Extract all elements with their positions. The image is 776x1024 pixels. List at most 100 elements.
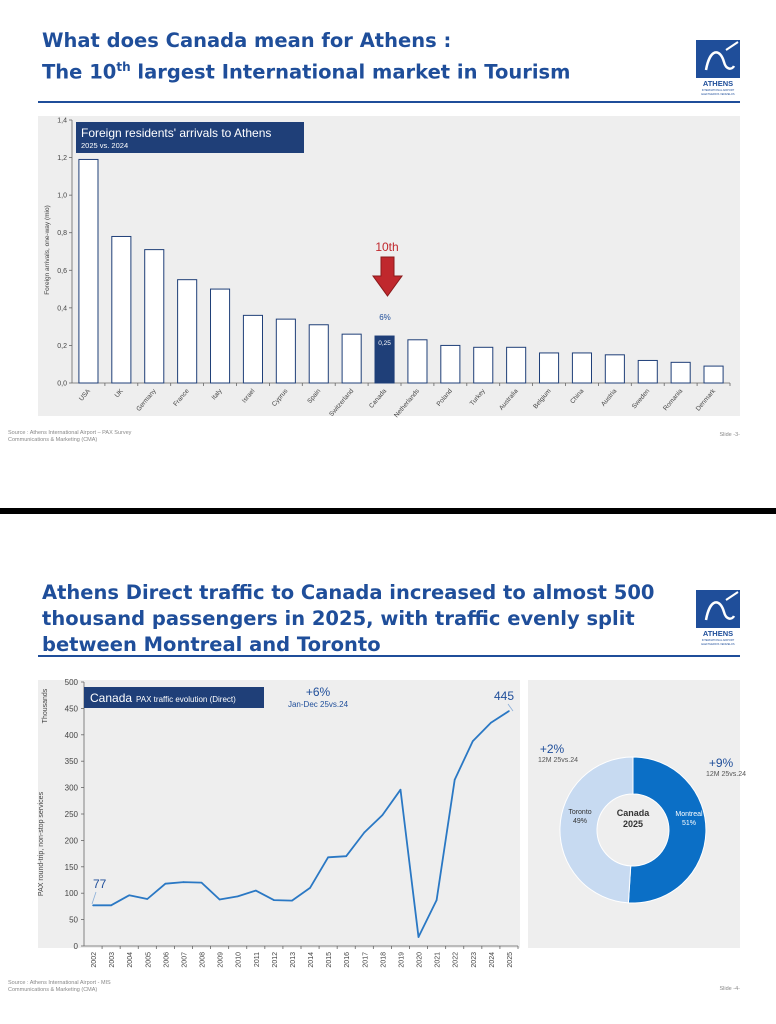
bar-category-label: Denmark bbox=[695, 387, 718, 412]
line-x-tick-label: 2013 bbox=[290, 952, 297, 968]
bar-y-tick-label: 0,6 bbox=[57, 268, 67, 275]
line-x-tick-label: 2009 bbox=[218, 952, 225, 968]
slide-4-title: Athens Direct traffic to Canada increase… bbox=[42, 580, 655, 658]
line-chart-units: Thousands bbox=[42, 688, 49, 723]
title-line-2: The 10th largest International market in… bbox=[42, 54, 570, 86]
source-line-1: Source : Athens International Airport – … bbox=[8, 430, 132, 436]
line-y-tick-label: 200 bbox=[65, 836, 79, 845]
line-point-2002 bbox=[92, 904, 94, 907]
title-line-2-a: The 10 bbox=[42, 60, 117, 84]
bar-belgium bbox=[539, 352, 560, 384]
line-x-tick-label: 2011 bbox=[254, 952, 261, 967]
line-point-2021 bbox=[435, 899, 438, 901]
line-point-2007 bbox=[182, 881, 185, 883]
bar-category-label: Israel bbox=[241, 387, 257, 404]
logo-tagline: ELEFTHERIOS VENIZELOS bbox=[701, 642, 735, 646]
bar-category-label: USA bbox=[78, 387, 92, 402]
bar-y-tick-label: 0,2 bbox=[57, 343, 67, 350]
line-chart-title-group: Canada PAX traffic evolution (Direct) bbox=[90, 691, 236, 705]
line-x-tick-label: 2019 bbox=[398, 952, 405, 968]
bar-category-label: Switzerland bbox=[328, 387, 355, 418]
line-point-2022 bbox=[453, 778, 456, 781]
logo-subtitle: INTERNATIONAL AIRPORT bbox=[702, 88, 735, 92]
bar-sweden bbox=[637, 359, 658, 384]
bar-germany bbox=[144, 249, 165, 384]
bar-category-label: China bbox=[569, 387, 586, 405]
athens-airport-logo: ATHENS INTERNATIONAL AIRPORT ELEFTHERIOS… bbox=[696, 40, 740, 96]
source-line-2: Communications & Marketing (CMA) bbox=[8, 987, 98, 993]
line-y-tick-label: 50 bbox=[69, 916, 78, 925]
logo-subtitle: INTERNATIONAL AIRPORT bbox=[702, 638, 735, 642]
line-point-2008 bbox=[200, 881, 203, 884]
growth-annotation: 6% bbox=[379, 313, 391, 322]
line-x-tick-label: 2012 bbox=[272, 952, 279, 968]
donut-slice-montreal bbox=[627, 756, 707, 904]
title-line-2-sup: th bbox=[116, 60, 131, 74]
bar-spain bbox=[308, 324, 329, 384]
donut-slice-toronto bbox=[559, 756, 634, 904]
line-x-tick-label: 2022 bbox=[453, 952, 460, 968]
bar-poland bbox=[440, 344, 461, 384]
line-point-2014 bbox=[309, 887, 311, 889]
line-y-tick-label: 0 bbox=[74, 942, 79, 951]
line-y-tick-label: 350 bbox=[65, 757, 79, 766]
bar-cyprus bbox=[275, 318, 296, 384]
slide-3-number: Slide -3- bbox=[719, 432, 740, 438]
toronto-slice-pct: 49% bbox=[573, 818, 587, 825]
bar-usa bbox=[78, 158, 99, 384]
bar-chart-title: Foreign residents' arrivals to Athens bbox=[81, 126, 271, 140]
line-x-tick-label: 2020 bbox=[417, 952, 424, 968]
bar-category-label: Sweden bbox=[631, 387, 652, 410]
line-growth-period: Jan-Dec 25vs.24 bbox=[288, 700, 349, 709]
line-point-2018 bbox=[381, 814, 384, 816]
slide-4-number: Slide -4- bbox=[719, 986, 740, 992]
airport-split-donut-chart: Canada 2025 Toronto 49% Montreal 51% +2%… bbox=[538, 742, 746, 904]
line-x-tick-label: 2023 bbox=[471, 952, 478, 968]
line-chart-subtitle: PAX traffic evolution (Direct) bbox=[136, 695, 236, 704]
bar-category-label: Canada bbox=[368, 388, 388, 410]
line-x-tick-label: 2025 bbox=[507, 952, 514, 968]
line-chart-panel bbox=[38, 680, 520, 948]
line-point-2013 bbox=[291, 899, 293, 902]
bar-category-label: France bbox=[172, 387, 191, 407]
title-line-2-b: largest International market in Tourism bbox=[130, 60, 571, 84]
bar-category-label: UK bbox=[114, 387, 126, 399]
line-y-tick-label: 450 bbox=[65, 704, 79, 713]
title-line-2: thousand passengers in 2025, with traffi… bbox=[42, 607, 635, 630]
line-x-tick-label: 2007 bbox=[181, 952, 188, 968]
line-y-tick-label: 400 bbox=[65, 731, 79, 740]
line-x-tick-label: 2024 bbox=[489, 952, 496, 968]
title-rule bbox=[38, 655, 740, 657]
line-x-tick-label: 2016 bbox=[344, 952, 351, 968]
title-line-3: between Montreal and Toronto bbox=[42, 633, 381, 656]
slide-4: Athens Direct traffic to Canada increase… bbox=[0, 514, 776, 1024]
slide-3-title: What does Canada mean for Athens : The 1… bbox=[42, 28, 570, 86]
title-line-1: What does Canada mean for Athens : bbox=[42, 29, 452, 52]
line-x-tick-label: 2015 bbox=[326, 952, 333, 968]
bar-category-label: Turkey bbox=[469, 387, 487, 407]
line-y-tick-label: 250 bbox=[65, 810, 79, 819]
bar-category-label: Belgium bbox=[532, 388, 552, 410]
line-point-2004 bbox=[128, 894, 131, 897]
bar-denmark bbox=[703, 365, 724, 384]
start-leader-line bbox=[91, 891, 97, 905]
bar-canada bbox=[374, 335, 395, 384]
bar-turkey bbox=[473, 346, 494, 384]
bar-y-tick-label: 1,4 bbox=[57, 118, 67, 125]
slide-3-source: Source : Athens International Airport – … bbox=[8, 430, 131, 444]
montreal-slice-label: Montreal bbox=[675, 811, 703, 818]
line-point-2003 bbox=[110, 904, 112, 907]
bar-category-label: Australia bbox=[498, 387, 520, 411]
line-y-tick-label: 500 bbox=[65, 678, 79, 687]
line-chart-title-box bbox=[84, 687, 264, 708]
canada-pax-line bbox=[93, 710, 510, 938]
montreal-growth-period: 12M 25vs.24 bbox=[706, 771, 746, 778]
line-growth-label: +6% bbox=[306, 685, 331, 699]
donut-center-title: Canada bbox=[617, 808, 651, 818]
line-point-2009 bbox=[218, 898, 221, 901]
donut-center-year: 2025 bbox=[623, 819, 643, 829]
montreal-slice-pct: 51% bbox=[682, 820, 696, 827]
canada-traffic-line-chart: 0 50 100 150 200 250 300 350 400 450 500 2002 2003 2… bbox=[38, 678, 519, 968]
bar-france bbox=[177, 279, 198, 384]
bar-netherlands bbox=[407, 339, 428, 384]
